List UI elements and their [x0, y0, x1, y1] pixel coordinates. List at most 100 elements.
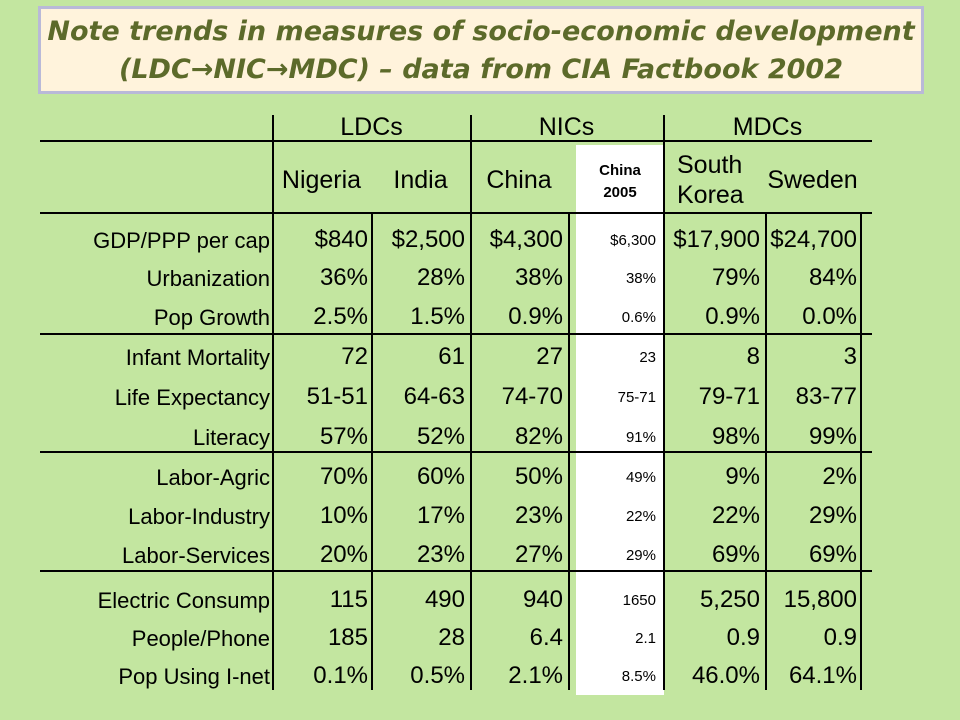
cell-china-2005: 29% — [625, 547, 656, 564]
row-label: Life Expectancy — [114, 385, 270, 410]
table-cell: 83-77 — [795, 383, 857, 410]
table-cell: 0.1% — [313, 662, 368, 689]
column-header: China — [486, 166, 552, 194]
row-label: Infant Mortality — [125, 345, 270, 370]
table-cell: $24,700 — [770, 226, 857, 253]
row-label: Pop Using I-net — [118, 664, 270, 689]
column-header: Nigeria — [281, 166, 362, 194]
table-cell: 490 — [424, 586, 465, 613]
cell-china-2005: 23 — [639, 349, 656, 366]
table-cell: 57% — [319, 423, 368, 450]
table-cell: 61 — [438, 343, 465, 370]
table-cell: 64-63 — [403, 383, 465, 410]
table-cell: 5,250 — [699, 586, 760, 613]
table-cell: 64.1% — [788, 662, 857, 689]
table-cell: 82% — [514, 423, 563, 450]
table-cell: 0.9 — [726, 624, 760, 651]
table-cell: 0.9 — [823, 624, 857, 651]
row-label: Pop Growth — [153, 305, 270, 330]
table-cell: 2.5% — [313, 303, 368, 330]
grid-vline — [663, 115, 665, 690]
table-cell: 69% — [711, 541, 760, 568]
group-header: MDCs — [732, 113, 803, 141]
table-cell: 1.5% — [410, 303, 465, 330]
title-line-1: Note trends in measures of socio-economi… — [47, 16, 915, 47]
group-header: NICs — [538, 113, 595, 141]
table-cell: 46.0% — [691, 662, 760, 689]
grid-vline — [470, 115, 472, 690]
table-cell: 79% — [711, 264, 760, 291]
table-cell: $4,300 — [489, 226, 563, 253]
column-header-china-2005: China 2005 — [599, 162, 641, 201]
cell-china-2005: 75-71 — [617, 389, 656, 406]
cell-china-2005: 0.6% — [621, 309, 656, 326]
table-cell: 84% — [808, 264, 857, 291]
row-label: Labor-Agric — [156, 465, 270, 490]
table-cell: $2,500 — [391, 226, 465, 253]
cell-china-2005: 49% — [625, 469, 656, 486]
cell-china-2005: 22% — [625, 508, 656, 525]
table-cell: 72 — [341, 343, 368, 370]
title-box: Note trends in measures of socio-economi… — [38, 6, 924, 94]
table-cell: 23% — [514, 502, 563, 529]
table-cell: 2.1% — [508, 662, 563, 689]
table-cell: 15,800 — [783, 586, 857, 613]
row-label: Literacy — [192, 425, 270, 450]
group-header: LDCs — [340, 113, 403, 141]
grid-hline — [40, 570, 872, 572]
table-cell: 9% — [725, 463, 760, 490]
table-cell: 2% — [822, 463, 857, 490]
table-cell: 3 — [843, 343, 857, 370]
table-cell: 74-70 — [501, 383, 563, 410]
table-cell: 10% — [319, 502, 368, 529]
table-cell: 0.5% — [410, 662, 465, 689]
cell-china-2005: $6,300 — [610, 232, 656, 249]
column-header: India — [393, 166, 448, 194]
table-cell: 17% — [416, 502, 465, 529]
table-cell: 0.9% — [508, 303, 563, 330]
china-2005-column-bg — [576, 145, 664, 695]
row-label: Urbanization — [146, 266, 270, 291]
table-cell: 8 — [746, 343, 760, 370]
cell-china-2005: 1650 — [622, 592, 656, 609]
cell-china-2005: 38% — [625, 270, 656, 287]
grid-hline — [40, 333, 872, 335]
table-cell: 60% — [416, 463, 465, 490]
table-cell: 51-51 — [306, 383, 368, 410]
column-header: Sweden — [767, 166, 858, 194]
table-cell: 99% — [808, 423, 857, 450]
cell-china-2005: 2.1 — [635, 630, 656, 647]
grid-vline — [272, 115, 274, 690]
table-cell: $840 — [314, 226, 368, 253]
table-cell: 50% — [514, 463, 563, 490]
table-cell: 20% — [319, 541, 368, 568]
table-cell: 940 — [522, 586, 563, 613]
table-cell: 28% — [416, 264, 465, 291]
table-cell: 29% — [808, 502, 857, 529]
table-cell: 22% — [711, 502, 760, 529]
row-label: Labor-Services — [122, 543, 270, 568]
table-cell: 79-71 — [698, 383, 760, 410]
table-cell: 70% — [319, 463, 368, 490]
table-cell: 23% — [416, 541, 465, 568]
grid-hline — [40, 140, 872, 142]
table-cell: 115 — [329, 586, 368, 613]
table-cell: 0.9% — [705, 303, 760, 330]
table-cell: 52% — [416, 423, 465, 450]
table-cell: 185 — [327, 624, 368, 651]
table-cell: 6.4 — [529, 624, 563, 651]
row-label: Electric Consump — [97, 588, 270, 613]
cell-china-2005: 8.5% — [621, 668, 656, 685]
cell-china-2005: 91% — [625, 429, 656, 446]
row-label: People/Phone — [131, 626, 270, 651]
table-cell: 28 — [438, 624, 465, 651]
table-cell: 38% — [514, 264, 563, 291]
table-cell: 0.0% — [802, 303, 857, 330]
column-header: South Korea — [677, 151, 744, 209]
row-label: Labor-Industry — [128, 504, 270, 529]
table-cell: $17,900 — [673, 226, 760, 253]
table-cell: 27% — [514, 541, 563, 568]
table-cell: 27 — [536, 343, 563, 370]
table-cell: 98% — [711, 423, 760, 450]
